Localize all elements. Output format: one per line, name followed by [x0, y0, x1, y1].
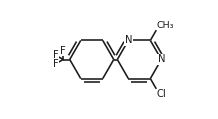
- Text: F: F: [60, 46, 66, 56]
- Text: F: F: [53, 50, 58, 60]
- Text: N: N: [125, 35, 132, 45]
- Text: N: N: [158, 55, 165, 64]
- Text: CH₃: CH₃: [157, 21, 174, 30]
- Text: F: F: [53, 59, 58, 69]
- Text: Cl: Cl: [157, 89, 167, 99]
